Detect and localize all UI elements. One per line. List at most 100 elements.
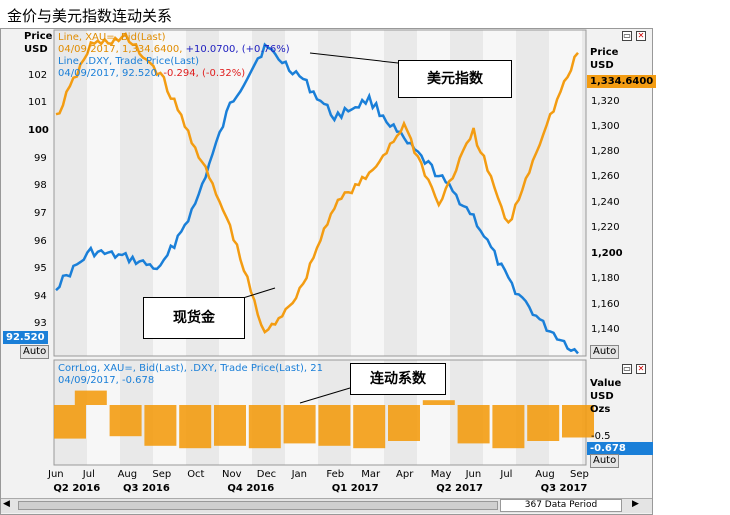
left-axis-title-line2: USD [24, 44, 48, 55]
x-axis-month-label: Nov [222, 469, 242, 480]
left-auto-scale-button[interactable]: Auto [20, 345, 50, 359]
corr-bar [388, 405, 420, 441]
left-tick: 100 [28, 125, 49, 136]
x-axis-month-label: Jul [500, 469, 513, 480]
corr-auto-scale-button[interactable]: Auto [590, 454, 620, 468]
x-axis-month-label: Oct [187, 469, 205, 480]
gold-legend-date: 04/09/2017, 1,334.6400, [58, 44, 183, 55]
dxy-last-value-badge: 92.520 [3, 331, 48, 344]
callout-corr: 连动系数 [350, 363, 446, 395]
corr-bar [109, 405, 142, 437]
x-axis-quarter-label: Q4 2016 [227, 483, 275, 494]
x-axis-month-label: Dec [256, 469, 277, 480]
x-axis-quarter-label: Q2 2017 [436, 483, 483, 494]
gold-last-value-badge: 1,334.6400 [587, 75, 657, 88]
x-axis-month-label: Jun [465, 469, 482, 480]
callout-gold-leader [242, 287, 276, 299]
left-tick: 96 [34, 236, 47, 247]
restore-icon[interactable]: ▭ [622, 31, 632, 41]
left-axis-title: Price USD [24, 30, 52, 56]
corr-bar [318, 405, 351, 446]
right-tick: 1,320 [591, 96, 620, 107]
corr-legend: CorrLog, XAU=, Bid(Last), .DXY, Trade Pr… [58, 363, 323, 387]
left-tick: 99 [34, 153, 47, 164]
corr-bar [283, 405, 316, 444]
corr-bar [54, 405, 86, 439]
x-axis-month-label: Aug [535, 469, 555, 480]
right-tick: 1,180 [591, 273, 620, 284]
right-tick: 1,240 [591, 197, 620, 208]
right-tick: 1,200 [591, 248, 623, 259]
left-tick: 97 [34, 208, 47, 219]
corr-axis-title: Value USD Ozs [590, 377, 621, 416]
scroll-right-icon[interactable]: ▶ [632, 499, 639, 509]
time-scrollbar[interactable] [18, 501, 498, 510]
restore-icon[interactable]: ▭ [622, 364, 632, 374]
corr-bar [353, 405, 386, 449]
right-axis-title: Price USD [590, 46, 618, 72]
dxy-legend-title: Line, .DXY, Trade Price(Last) [58, 56, 199, 67]
x-axis-months: Jun Jul Aug Sep Oct Nov Dec Jan Feb Mar Apr May Jun J… [0, 469, 600, 483]
dxy-series-line [55, 42, 579, 355]
right-auto-scale-button[interactable]: Auto [590, 345, 620, 359]
callout-dxy-leader [309, 52, 399, 64]
corr-bar [562, 405, 594, 438]
left-tick: 101 [28, 97, 48, 108]
corr-bar [179, 405, 212, 449]
close-icon[interactable]: ✕ [636, 31, 646, 41]
close-icon[interactable]: ✕ [636, 364, 646, 374]
left-tick: 95 [34, 263, 47, 274]
x-axis-month-label: May [430, 469, 452, 480]
right-axis-title-line2: USD [590, 60, 614, 71]
dxy-legend-change: -0.294, (-0.32%) [163, 68, 246, 79]
x-axis-month-label: Aug [117, 469, 138, 480]
corr-bar [214, 405, 246, 446]
right-tick: 1,260 [591, 171, 620, 182]
callout-gold: 现货金 [143, 297, 245, 339]
corr-legend-values: 04/09/2017, -0.678 [58, 375, 155, 386]
right-tick: 1,220 [591, 222, 620, 233]
corr-bar [422, 400, 455, 405]
callout-dxy: 美元指数 [398, 60, 512, 98]
corr-bar [457, 405, 490, 444]
left-tick: 102 [28, 70, 48, 81]
corr-legend-title: CorrLog, XAU=, Bid(Last), .DXY, Trade Pr… [58, 363, 323, 374]
gold-legend-change: +10.0700, (+0.76%) [185, 44, 290, 55]
x-axis-quarters: Q2 2016 Q3 2016 Q4 2016 Q1 2017 Q2 2017 Q3 20… [0, 483, 600, 497]
x-axis-month-label: Sep [570, 469, 589, 480]
corr-axis-title-line2: USD [590, 391, 614, 402]
right-axis-title-line1: Price [590, 47, 619, 58]
x-axis-month-label: Feb [326, 469, 345, 480]
left-tick: 98 [34, 180, 47, 191]
gold-series-line [55, 31, 579, 334]
left-tick: 94 [34, 291, 47, 302]
gold-legend-values: 04/09/2017, 1,334.6400, +10.0700, (+0.76… [58, 44, 290, 56]
right-tick: 1,280 [591, 146, 620, 157]
corr-bar [527, 405, 560, 441]
corr-bar [144, 405, 177, 446]
page-title: 金价与美元指数连动关系 [7, 7, 173, 25]
x-axis-quarter-label: Q2 2016 [53, 483, 101, 494]
corr-bar [248, 405, 281, 449]
corr-bar [74, 390, 107, 405]
callout-corr-leader [299, 387, 351, 404]
x-axis-month-label: Apr [396, 469, 414, 480]
corr-last-value-badge: -0.678 [587, 442, 653, 455]
scroll-left-icon[interactable]: ◀ [3, 499, 10, 509]
x-axis-quarter-label: Q3 2016 [123, 483, 170, 494]
right-tick: 1,300 [591, 121, 620, 132]
x-axis-month-label: Sep [152, 469, 172, 480]
corr-axis-title-line1: Value [590, 378, 622, 389]
x-axis-month-label: Mar [361, 469, 381, 480]
main-legend: Line, XAU=, Bid(Last) 04/09/2017, 1,334.… [58, 32, 290, 80]
data-period-selector[interactable]: 367 Data Period [500, 499, 622, 512]
gold-legend-title: Line, XAU=, Bid(Last) [58, 32, 166, 43]
x-axis-quarter-label: Q3 2017 [540, 483, 588, 494]
dxy-legend-values: 04/09/2017, 92.520, -0.294, (-0.32%) [58, 68, 290, 80]
left-tick: 93 [34, 318, 47, 329]
x-axis-month-label: Jan [291, 469, 308, 480]
right-tick: 1,160 [591, 299, 620, 310]
left-axis-title-line1: Price [24, 31, 53, 42]
dxy-legend-date: 04/09/2017, 92.520, [58, 68, 161, 79]
x-axis-month-label: Jun [48, 469, 64, 480]
